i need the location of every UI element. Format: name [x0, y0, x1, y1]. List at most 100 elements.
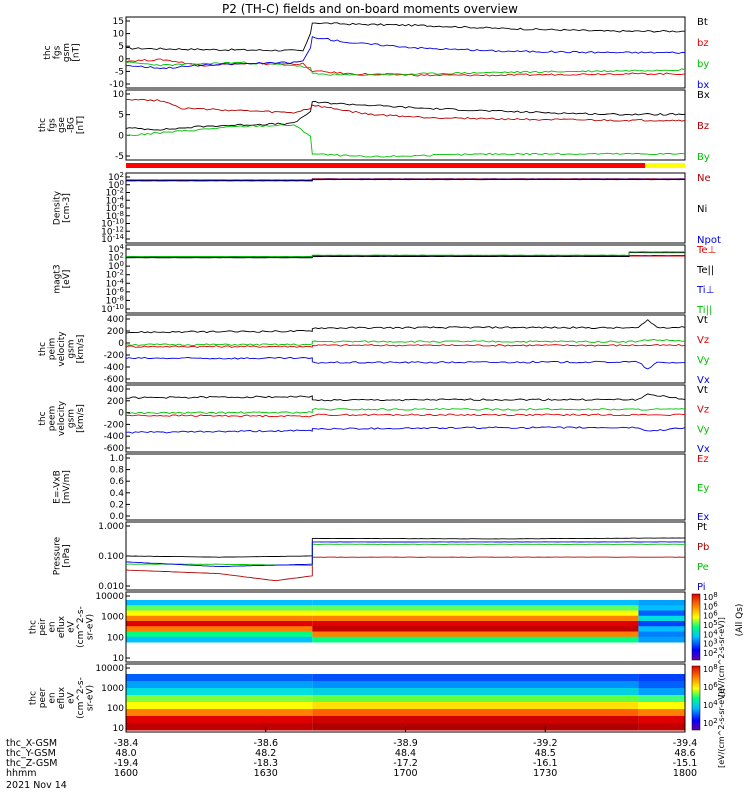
series-Pb-line [125, 556, 685, 582]
spectrogram-cell [312, 723, 639, 731]
spectrogram-cell [126, 688, 313, 696]
spectrogram-cell [638, 626, 685, 632]
y-axis-label: thc [38, 118, 48, 132]
series-Bt-line [126, 22, 685, 52]
series-Pt-line [125, 537, 686, 558]
y-tick-label: 10000 [95, 664, 124, 674]
spectrogram-cell [126, 605, 313, 611]
colorbar [691, 593, 701, 661]
y-axis-label: (cm^2-s- [76, 677, 86, 719]
y-axis-label: Density [52, 190, 62, 225]
spectrogram-cell [126, 674, 313, 682]
panel-10: thc peer en eflux eV (cm^2-s-sr-eV) 10000 1000 1… [29, 663, 727, 768]
y-axis-label: Pressure [52, 536, 62, 575]
x-axis-value: -15.1 [673, 758, 698, 769]
x-axis-value: -19.4 [114, 758, 139, 769]
y-axis-label: thc [29, 620, 39, 634]
y-axis-label: eflux [57, 615, 67, 638]
y-tick-label: 0.100 [98, 552, 124, 562]
spectrogram-cell [126, 631, 313, 638]
spectrogram-cell [312, 716, 639, 724]
spectrogram-cell [312, 600, 639, 606]
y-tick-label: 0.010 [98, 582, 124, 592]
spectrogram-cell [312, 695, 639, 703]
y-tick-label: 1000 [101, 684, 124, 694]
y-tick-label: 400 [107, 315, 124, 325]
figure-title: P2 (TH-C) fields and on-board moments ov… [222, 2, 518, 16]
legend-entry: bx [697, 80, 709, 91]
x-axis-value: 1700 [393, 768, 417, 779]
y-tick-label: 0.2 [110, 500, 124, 510]
y-tick-label: 10000 [95, 592, 124, 602]
legend-entry: Vy [697, 424, 710, 435]
colorbar-tick-label: 103 [703, 638, 718, 649]
y-axis-label: eV [67, 691, 77, 704]
spectrogram-cell [638, 600, 685, 606]
spectrogram-cell [126, 702, 313, 710]
series-Vz-line [125, 413, 686, 418]
y-axis-label: fgs [52, 45, 62, 59]
legend-entry: By [697, 152, 710, 163]
y-tick-label: -200 [104, 420, 125, 430]
legend-entry: Bt [697, 17, 708, 28]
y-axis-label: peim [48, 338, 58, 361]
spectrogram-cell [638, 610, 685, 617]
legend-entry: Bz [697, 121, 709, 132]
x-axis-row-label: thc_Z-GSM [6, 758, 57, 769]
y-axis-label: eflux [57, 686, 67, 709]
x-axis-row-label: hhmm [6, 768, 37, 779]
y-tick-label: 100 [107, 704, 124, 714]
y-tick-label: 10-10 [101, 303, 124, 315]
x-axis-value: -39.2 [533, 738, 558, 749]
colorbar-tick-label: 102 [703, 647, 718, 658]
y-axis-label: magt3 [52, 264, 62, 293]
spectrogram-cell [312, 636, 639, 643]
y-tick-label: 0 [118, 55, 124, 65]
spectrogram-cell [312, 709, 639, 717]
spectrogram-cell [638, 702, 685, 710]
colorbar-tick-label: 106 [703, 681, 718, 692]
x-axis-value: 1800 [673, 768, 697, 779]
plot-frame [125, 591, 686, 663]
plot-frame [125, 89, 686, 161]
quality-flag-bar [645, 163, 685, 168]
y-axis-label: peir [38, 618, 48, 636]
panel-3: Density [cm-3]10210010-210-410-610-810-10… [52, 171, 721, 246]
spectrogram-cell [126, 723, 313, 731]
legend-entry: Vt [697, 385, 708, 396]
legend-entry: Te|| [696, 265, 714, 276]
x-axis-value: 48.4 [395, 748, 416, 759]
y-axis-label: sr-eV) [86, 685, 96, 711]
y-axis-label: [cm-3] [62, 193, 72, 223]
spectrogram-cell [638, 636, 685, 643]
date-label: 2021 Nov 14 [6, 780, 67, 791]
series-by-line [125, 61, 686, 77]
spectrogram-cell [126, 626, 313, 632]
legend-entry: Pi [697, 582, 706, 593]
legend-entry: by [697, 59, 709, 70]
panel-2: thc fgs gse -BG [nT] 10 5 0 -5 Bx Bz By [38, 89, 710, 163]
spectrogram-cell [312, 688, 639, 696]
spectrogram-cell [126, 695, 313, 703]
plot-frame [125, 384, 686, 453]
y-axis-label: peer [38, 687, 48, 708]
legend-entry: Ti⊥ [696, 285, 714, 296]
y-tick-label: -200 [104, 351, 125, 361]
series-Vy-line [125, 338, 686, 346]
series-bx-line [125, 35, 686, 70]
series-bz-line [125, 58, 686, 77]
y-tick-label: 5 [118, 42, 124, 52]
y-axis-label: E=-VxB [52, 470, 62, 504]
y-tick-label: 1000 [101, 613, 124, 623]
y-axis-label: (cm^2-s- [76, 606, 86, 648]
spectrogram-cell [126, 610, 313, 617]
y-tick-label: -600 [104, 444, 125, 454]
y-axis-label: [km/s] [76, 404, 86, 433]
plot-frame [125, 172, 686, 244]
y-axis-label: [nT] [76, 116, 86, 134]
colorbar-tick-label: 106 [703, 610, 718, 621]
series-Vx-line [125, 426, 686, 434]
panel-5: thc peim velocity gsm [km/s] 400 200 0 -200 -400 -… [38, 314, 710, 386]
y-axis-label: -BG [67, 117, 77, 133]
